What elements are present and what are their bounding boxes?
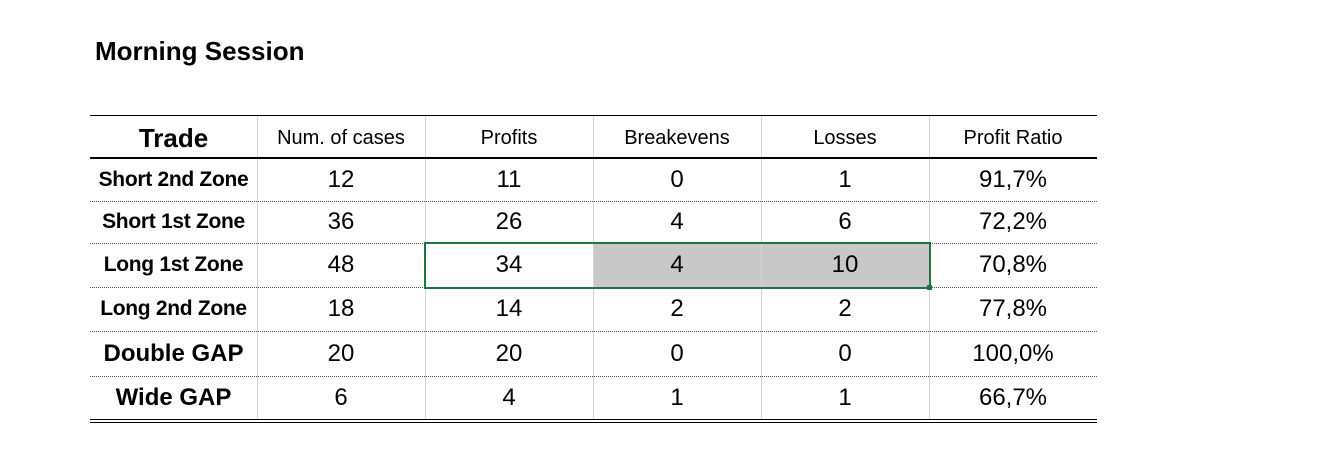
table-cell[interactable]: 70,8% [978,251,1048,278]
table-cell[interactable]: 0 [670,339,684,367]
table-top-border [90,115,1097,116]
table-cell[interactable]: 26 [495,208,523,235]
column-header: Profit Ratio [963,126,1063,149]
column-header: Num. of cases [277,126,405,149]
table-cell[interactable]: 10 [831,251,859,278]
row-label: Short 1st Zone [102,210,245,233]
row-label: Short 2nd Zone [98,167,249,191]
table-cell[interactable]: 77,8% [978,295,1048,322]
table-cell[interactable]: 12 [327,165,355,193]
table-cell[interactable]: 14 [495,295,523,322]
row-label: Double GAP [103,339,244,367]
header-border [90,157,1097,159]
table-cell[interactable]: 100,0% [972,339,1054,367]
table-cell[interactable]: 34 [495,251,523,278]
table-cell[interactable]: 4 [502,384,516,411]
table-cell[interactable]: 4 [670,251,684,278]
table-cell[interactable]: 4 [670,208,684,235]
row-label: Long 1st Zone [103,253,244,276]
row-divider [90,331,1097,332]
column-divider [761,115,762,420]
selection-border [424,242,931,289]
table-cell[interactable]: 6 [838,208,852,235]
table-cell[interactable]: 72,2% [978,208,1048,235]
table-cell[interactable]: 20 [327,339,355,367]
column-header: Profits [480,126,538,149]
table-cell[interactable]: 36 [327,208,355,235]
column-header: Losses [813,126,877,149]
selection-handle [927,285,932,290]
table-cell[interactable]: 66,7% [978,384,1048,411]
table-cell[interactable]: 18 [327,295,355,322]
column-divider [257,115,258,420]
table-cell[interactable]: 0 [670,165,684,193]
row-label: Long 2nd Zone [100,297,247,320]
column-divider [593,115,594,420]
table-cell[interactable]: 20 [495,339,523,367]
table-cell[interactable]: 1 [670,384,684,411]
row-divider [90,376,1097,377]
table-cell[interactable]: 2 [838,295,852,322]
table-cell[interactable]: 2 [670,295,684,322]
table-cell[interactable]: 6 [334,384,348,411]
table-cell[interactable]: 91,7% [978,165,1048,193]
column-header: Breakevens [624,126,730,149]
sheet-title: Morning Session [95,36,305,66]
table-cell[interactable]: 0 [838,339,852,367]
table-cell[interactable]: 1 [838,165,852,193]
table-cell[interactable]: 48 [327,251,355,278]
row-label: Wide GAP [115,384,232,411]
column-header: Trade [138,122,209,153]
table-cell[interactable]: 1 [838,384,852,411]
table-cell[interactable]: 11 [496,165,522,193]
row-divider [90,201,1097,202]
table-bottom-border [90,419,1097,423]
